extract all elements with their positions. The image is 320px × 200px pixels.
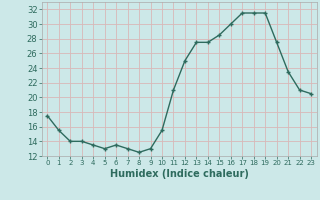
X-axis label: Humidex (Indice chaleur): Humidex (Indice chaleur) [110,169,249,179]
